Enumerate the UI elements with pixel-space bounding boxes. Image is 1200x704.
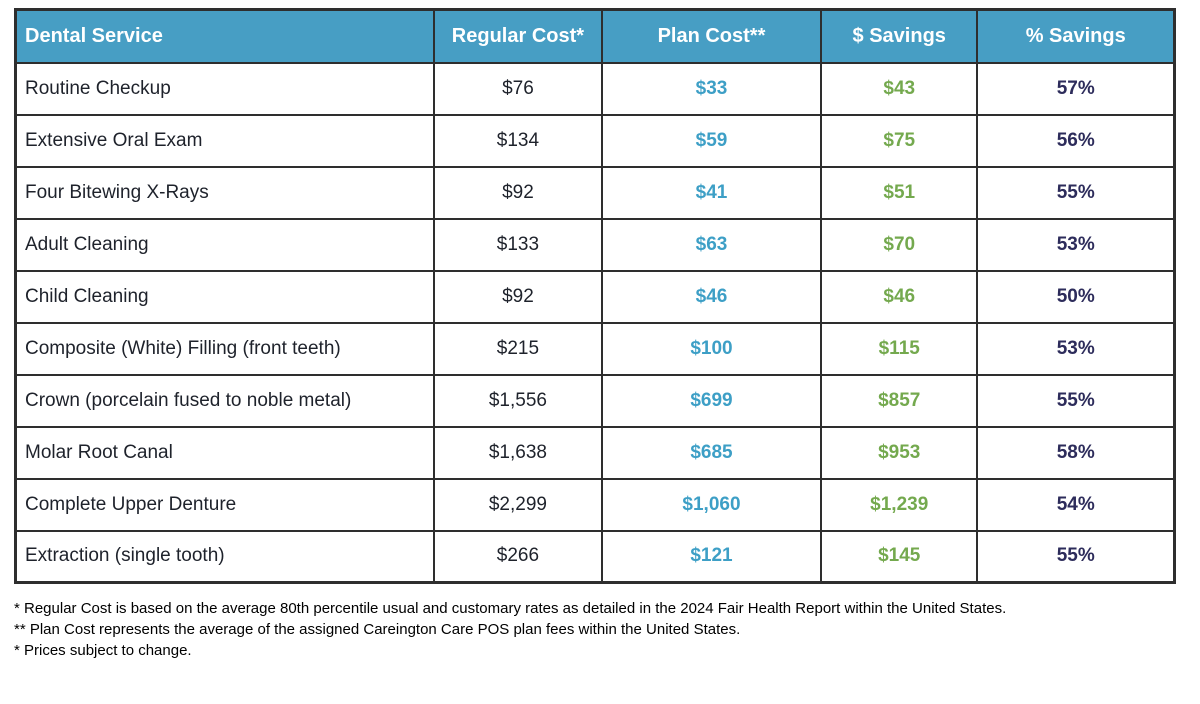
cell-plan-cost: $685	[600, 425, 823, 480]
cell-percent-savings: 56%	[976, 113, 1176, 168]
cell-dollar-savings: $857	[819, 373, 979, 428]
cell-regular-cost: $215	[432, 321, 603, 376]
cell-dollar-savings: $43	[819, 61, 979, 116]
cell-percent-savings: 55%	[976, 165, 1176, 220]
table-row: Extraction (single tooth) $266 $121 $145 55%	[14, 529, 1176, 584]
cell-regular-cost: $92	[432, 165, 603, 220]
cell-dollar-savings: $1,239	[819, 477, 979, 532]
cell-percent-savings: 50%	[976, 269, 1176, 324]
cell-plan-cost: $33	[600, 61, 823, 116]
page: Dental Service Regular Cost* Plan Cost**…	[14, 8, 1186, 661]
cell-regular-cost: $1,556	[432, 373, 603, 428]
cell-percent-savings: 58%	[976, 425, 1176, 480]
cell-percent-savings: 55%	[976, 373, 1176, 428]
cell-plan-cost: $1,060	[600, 477, 823, 532]
cell-service: Molar Root Canal	[14, 425, 435, 480]
table-row: Child Cleaning $92 $46 $46 50%	[14, 269, 1176, 324]
cell-service: Adult Cleaning	[14, 217, 435, 272]
cell-service: Extraction (single tooth)	[14, 529, 435, 584]
cell-service: Four Bitewing X-Rays	[14, 165, 435, 220]
table-row: Crown (porcelain fused to noble metal) $1…	[14, 373, 1176, 428]
cell-dollar-savings: $70	[819, 217, 979, 272]
cell-dollar-savings: $75	[819, 113, 979, 168]
footnote-plan-cost: ** Plan Cost represents the average of t…	[14, 621, 741, 638]
footnote-prices-subject-to-change: * Prices subject to change.	[14, 642, 192, 659]
cell-service: Composite (White) Filling (front teeth)	[14, 321, 435, 376]
table-row: Complete Upper Denture $2,299 $1,060 $1,239…	[14, 477, 1176, 532]
cell-plan-cost: $41	[600, 165, 823, 220]
column-header-plan-cost: Plan Cost**	[600, 8, 823, 64]
cell-service: Extensive Oral Exam	[14, 113, 435, 168]
column-header-percent-savings: % Savings	[976, 8, 1176, 64]
header-row: Dental Service Regular Cost* Plan Cost**…	[14, 8, 1176, 64]
column-header-dental-service: Dental Service	[14, 8, 435, 64]
dental-fee-comparison-table: Dental Service Regular Cost* Plan Cost**…	[14, 8, 1176, 584]
table-row: Four Bitewing X-Rays $92 $41 $51 55%	[14, 165, 1176, 220]
cell-dollar-savings: $46	[819, 269, 979, 324]
cell-plan-cost: $121	[600, 529, 823, 584]
cell-regular-cost: $92	[432, 269, 603, 324]
cell-plan-cost: $699	[600, 373, 823, 428]
column-header-dollar-savings: $ Savings	[819, 8, 979, 64]
cell-dollar-savings: $115	[819, 321, 979, 376]
table-row: Routine Checkup $76 $33 $43 57%	[14, 61, 1176, 116]
table-body: Routine Checkup $76 $33 $43 57% Extensive Ora…	[14, 61, 1176, 584]
cell-percent-savings: 53%	[976, 217, 1176, 272]
cell-regular-cost: $134	[432, 113, 603, 168]
cell-service: Child Cleaning	[14, 269, 435, 324]
cell-regular-cost: $266	[432, 529, 603, 584]
cell-regular-cost: $133	[432, 217, 603, 272]
column-header-regular-cost: Regular Cost*	[432, 8, 603, 64]
footnotes: * Regular Cost is based on the average 8…	[14, 598, 1186, 661]
table-row: Extensive Oral Exam $134 $59 $75 56%	[14, 113, 1176, 168]
footnote-regular-cost: * Regular Cost is based on the average 8…	[14, 600, 1007, 617]
cell-plan-cost: $59	[600, 113, 823, 168]
cell-percent-savings: 57%	[976, 61, 1176, 116]
cell-plan-cost: $63	[600, 217, 823, 272]
table-row: Composite (White) Filling (front teeth) $…	[14, 321, 1176, 376]
cell-percent-savings: 54%	[976, 477, 1176, 532]
cell-dollar-savings: $145	[819, 529, 979, 584]
cell-dollar-savings: $51	[819, 165, 979, 220]
cell-regular-cost: $76	[432, 61, 603, 116]
cell-regular-cost: $2,299	[432, 477, 603, 532]
cell-plan-cost: $100	[600, 321, 823, 376]
cell-percent-savings: 53%	[976, 321, 1176, 376]
cell-service: Complete Upper Denture	[14, 477, 435, 532]
cell-regular-cost: $1,638	[432, 425, 603, 480]
table-row: Molar Root Canal $1,638 $685 $953 58%	[14, 425, 1176, 480]
cell-service: Routine Checkup	[14, 61, 435, 116]
cell-dollar-savings: $953	[819, 425, 979, 480]
cell-percent-savings: 55%	[976, 529, 1176, 584]
cell-service: Crown (porcelain fused to noble metal)	[14, 373, 435, 428]
cell-plan-cost: $46	[600, 269, 823, 324]
table-row: Adult Cleaning $133 $63 $70 53%	[14, 217, 1176, 272]
